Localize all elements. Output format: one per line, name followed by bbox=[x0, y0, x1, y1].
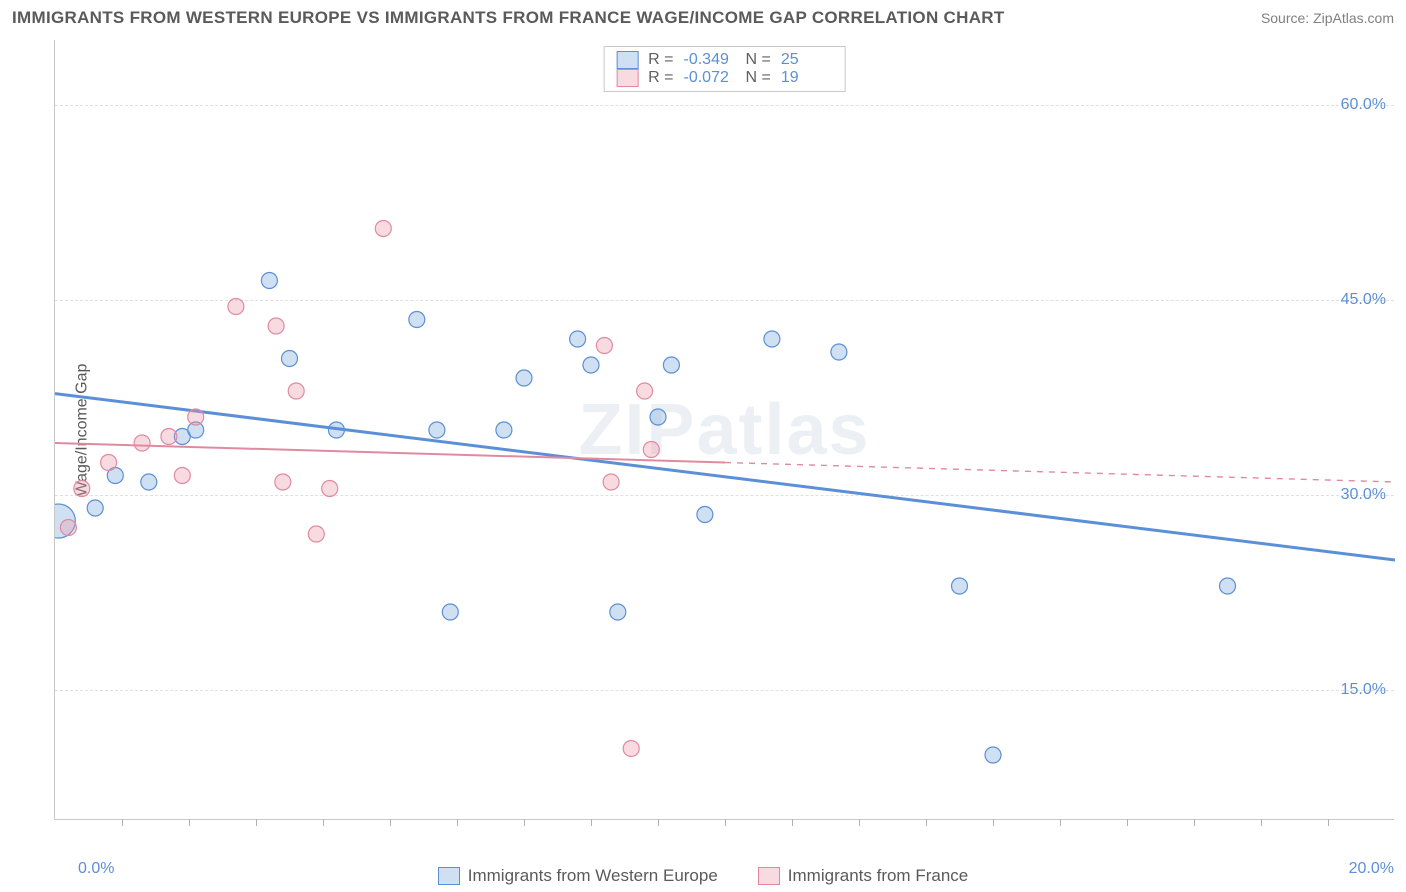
y-tick-label: 30.0% bbox=[1341, 486, 1386, 504]
plot-region: ZIPatlas R = -0.349 N = 25 R = -0.072 N = 19 15… bbox=[54, 40, 1394, 820]
legend-r-value: -0.349 bbox=[684, 51, 736, 69]
data-point bbox=[764, 331, 780, 347]
data-point bbox=[496, 422, 512, 438]
data-point bbox=[308, 526, 324, 542]
x-tick bbox=[1194, 819, 1195, 826]
data-point bbox=[268, 318, 284, 334]
series-name: Immigrants from France bbox=[788, 866, 968, 886]
x-tick bbox=[591, 819, 592, 826]
watermark-text: ZIPatlas bbox=[578, 389, 870, 471]
data-point bbox=[174, 429, 190, 445]
data-point bbox=[570, 331, 586, 347]
x-tick bbox=[122, 819, 123, 826]
data-point bbox=[55, 504, 75, 538]
legend-swatch bbox=[616, 51, 638, 69]
y-tick-label: 60.0% bbox=[1341, 96, 1386, 114]
legend-swatch bbox=[616, 69, 638, 87]
x-tick bbox=[859, 819, 860, 826]
gridline bbox=[55, 105, 1394, 106]
x-tick bbox=[189, 819, 190, 826]
data-point bbox=[985, 747, 1001, 763]
legend-swatch bbox=[758, 867, 780, 885]
data-point bbox=[107, 468, 123, 484]
x-tick bbox=[792, 819, 793, 826]
legend-n-value: 25 bbox=[781, 51, 833, 69]
gridline bbox=[55, 495, 1394, 496]
source-attribution: Source: ZipAtlas.com bbox=[1261, 10, 1394, 26]
chart-header: IMMIGRANTS FROM WESTERN EUROPE VS IMMIGR… bbox=[0, 0, 1406, 32]
data-point bbox=[141, 474, 157, 490]
series-legend-item: Immigrants from France bbox=[758, 866, 968, 886]
x-tick bbox=[1261, 819, 1262, 826]
svg-layer bbox=[55, 40, 1395, 820]
trend-line bbox=[55, 394, 1395, 560]
data-point bbox=[637, 383, 653, 399]
data-point bbox=[603, 474, 619, 490]
legend-r-label: R = bbox=[648, 69, 673, 87]
data-point bbox=[87, 500, 103, 516]
data-point bbox=[610, 604, 626, 620]
data-point bbox=[429, 422, 445, 438]
data-point bbox=[282, 351, 298, 367]
legend-row: R = -0.072 N = 19 bbox=[616, 69, 833, 87]
y-tick-label: 15.0% bbox=[1341, 681, 1386, 699]
data-point bbox=[161, 429, 177, 445]
chart-area: Wage/Income Gap ZIPatlas R =-0.349N =25R… bbox=[40, 40, 1394, 820]
legend-n-label: N = bbox=[746, 69, 771, 87]
legend-n-value: 19 bbox=[781, 69, 833, 87]
series-name: Immigrants from Western Europe bbox=[468, 866, 718, 886]
legend-swatch bbox=[438, 867, 460, 885]
data-point bbox=[174, 468, 190, 484]
gridline bbox=[55, 300, 1394, 301]
x-tick bbox=[926, 819, 927, 826]
x-tick bbox=[256, 819, 257, 826]
series-legend-item: Immigrants from Western Europe bbox=[438, 866, 718, 886]
series-legend: Immigrants from Western Europe Immigrants… bbox=[0, 866, 1406, 886]
x-tick bbox=[323, 819, 324, 826]
legend-r-label: R = bbox=[648, 51, 673, 69]
data-point bbox=[188, 409, 204, 425]
data-point bbox=[409, 312, 425, 328]
x-tick bbox=[1127, 819, 1128, 826]
data-point bbox=[516, 370, 532, 386]
data-point bbox=[596, 338, 612, 354]
data-point bbox=[643, 442, 659, 458]
chart-title: IMMIGRANTS FROM WESTERN EUROPE VS IMMIGR… bbox=[12, 8, 1005, 28]
data-point bbox=[650, 409, 666, 425]
legend-r-value: -0.072 bbox=[684, 69, 736, 87]
gridline bbox=[55, 690, 1394, 691]
data-point bbox=[1220, 578, 1236, 594]
data-point bbox=[697, 507, 713, 523]
data-point bbox=[583, 357, 599, 373]
data-point bbox=[288, 383, 304, 399]
data-point bbox=[442, 604, 458, 620]
data-point bbox=[101, 455, 117, 471]
trend-line-extrap bbox=[725, 463, 1395, 483]
correlation-legend: R = -0.349 N = 25 R = -0.072 N = 19 bbox=[603, 46, 846, 92]
data-point bbox=[623, 741, 639, 757]
x-tick bbox=[993, 819, 994, 826]
y-tick-label: 45.0% bbox=[1341, 291, 1386, 309]
trend-line bbox=[55, 443, 725, 463]
data-point bbox=[275, 474, 291, 490]
x-tick bbox=[658, 819, 659, 826]
legend-n-label: N = bbox=[746, 51, 771, 69]
data-point bbox=[188, 422, 204, 438]
x-tick bbox=[1328, 819, 1329, 826]
x-tick bbox=[1060, 819, 1061, 826]
x-tick bbox=[457, 819, 458, 826]
x-tick bbox=[725, 819, 726, 826]
data-point bbox=[375, 221, 391, 237]
data-point bbox=[134, 435, 150, 451]
data-point bbox=[663, 357, 679, 373]
x-tick bbox=[390, 819, 391, 826]
legend-row: R = -0.349 N = 25 bbox=[616, 51, 833, 69]
data-point bbox=[952, 578, 968, 594]
data-point bbox=[261, 273, 277, 289]
x-tick bbox=[524, 819, 525, 826]
data-point bbox=[831, 344, 847, 360]
data-point bbox=[60, 520, 76, 536]
data-point bbox=[328, 422, 344, 438]
